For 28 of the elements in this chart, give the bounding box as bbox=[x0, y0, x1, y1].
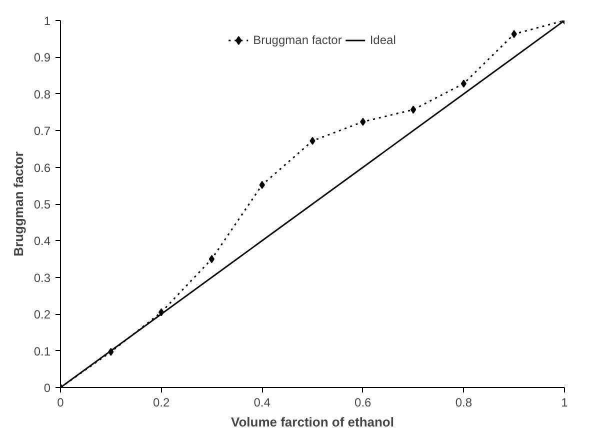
point bbox=[310, 136, 316, 145]
legend-label: Ideal bbox=[370, 33, 396, 47]
legend-label: Bruggman factor bbox=[253, 33, 342, 47]
y-tick-label: 0.1 bbox=[34, 344, 51, 358]
x-tick-label: 1 bbox=[561, 396, 568, 410]
y-tick-label: 0.7 bbox=[34, 124, 51, 138]
x-axis-title: Volume farction of ethanol bbox=[231, 414, 394, 430]
y-tick-label: 0.4 bbox=[34, 234, 51, 248]
x-tick-label: 0.6 bbox=[354, 396, 372, 410]
point bbox=[460, 80, 467, 88]
y-tick-label: 0 bbox=[44, 381, 51, 395]
y-tick-label: 0.3 bbox=[34, 270, 51, 285]
x-tick-label: 0.4 bbox=[254, 396, 271, 410]
x-tick-label: 0 bbox=[57, 396, 64, 410]
y-tick-label: 0.8 bbox=[34, 87, 51, 102]
point bbox=[360, 118, 366, 126]
y-tick-label: 0.9 bbox=[34, 50, 51, 65]
point bbox=[208, 255, 215, 264]
point bbox=[410, 106, 416, 114]
y-tick-label: 0.5 bbox=[34, 198, 51, 212]
y-tick-label: 0.2 bbox=[34, 308, 51, 322]
point bbox=[259, 180, 265, 189]
y-tick-label: 1 bbox=[44, 14, 51, 28]
y-tick-label: 0.6 bbox=[34, 160, 51, 175]
y-axis-title: Bruggman factor bbox=[10, 152, 26, 256]
x-tick-label: 0.8 bbox=[455, 396, 472, 410]
x-tick-label: 0.2 bbox=[152, 396, 170, 410]
point bbox=[511, 30, 517, 38]
